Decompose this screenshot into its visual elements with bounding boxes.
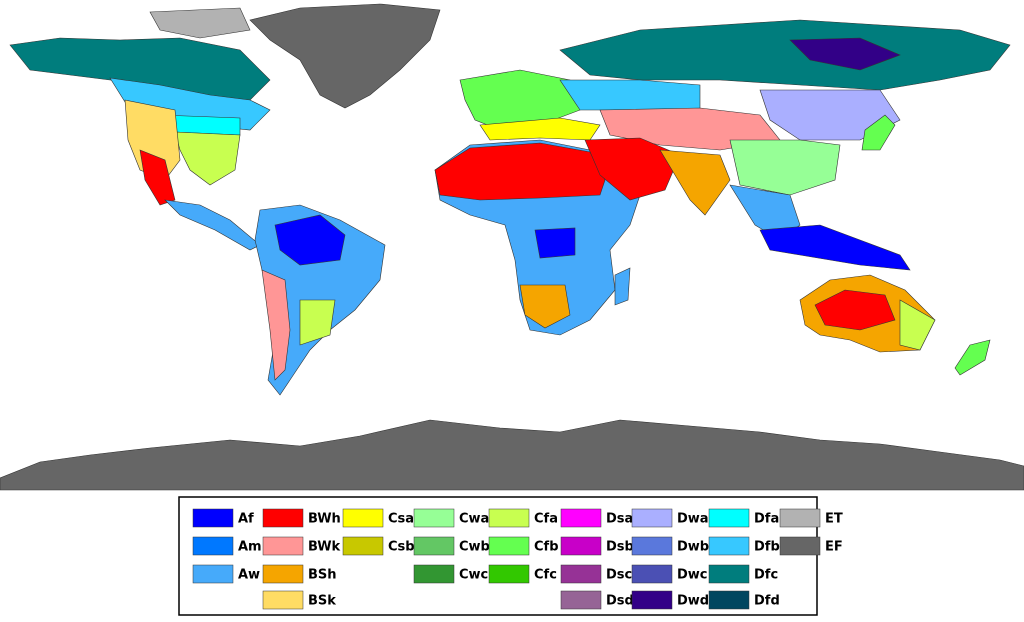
legend-swatch [631, 590, 673, 610]
eurasia-north [559, 19, 1011, 91]
kalahari [519, 284, 571, 329]
legend-label: Am [238, 540, 262, 555]
legend-swatch [192, 564, 234, 584]
australia-east [899, 299, 936, 351]
north-america-us [174, 131, 241, 186]
legend-swatch [631, 508, 673, 528]
world-map [0, 3, 1024, 491]
legend-label: Cfb [534, 540, 559, 555]
legend-label: BSh [308, 568, 337, 583]
legend-swatch [413, 508, 455, 528]
new-zealand [954, 339, 991, 376]
greenland [249, 3, 441, 109]
legend-label: ET [825, 512, 843, 527]
legend-swatch [560, 564, 602, 584]
legend-swatch [342, 536, 384, 556]
madagascar [614, 267, 631, 306]
pampas [299, 299, 336, 346]
central-america [164, 199, 261, 251]
east-asia [759, 89, 901, 141]
legend-swatch [192, 508, 234, 528]
legend-swatch [708, 590, 750, 610]
australia-desert [814, 289, 896, 331]
antarctica [0, 419, 1024, 491]
legend-label: Dwa [677, 512, 709, 527]
legend-swatch [779, 508, 821, 528]
legend-label: Cwc [459, 568, 488, 583]
china [729, 139, 841, 196]
legend-swatch [488, 508, 530, 528]
indonesia [759, 224, 911, 271]
andes-dry [261, 269, 291, 381]
amazon [274, 214, 346, 266]
legend-swatch [262, 590, 304, 610]
legend-swatch [708, 508, 750, 528]
congo [534, 227, 576, 259]
legend-swatch [413, 536, 455, 556]
siberia-extreme [789, 37, 901, 71]
legend-label: Dfc [754, 568, 778, 583]
legend-label: EF [825, 540, 843, 555]
legend-label: BWk [308, 540, 341, 555]
legend-label: Dfb [754, 540, 780, 555]
india [659, 149, 731, 216]
legend-label: Dwb [677, 540, 709, 555]
legend-label: BWh [308, 512, 341, 527]
europe-east [559, 79, 701, 111]
legend-label: Dsc [606, 568, 632, 583]
legend-swatch [560, 508, 602, 528]
legend-swatch [262, 536, 304, 556]
legend-label: Dsb [606, 540, 634, 555]
legend-label: Af [238, 512, 254, 527]
legend-swatch [192, 536, 234, 556]
sahara [434, 142, 606, 201]
legend-swatch [342, 508, 384, 528]
legend-swatch [708, 564, 750, 584]
legend-swatch [262, 508, 304, 528]
legend-swatch [631, 536, 673, 556]
legend-swatch [779, 536, 821, 556]
arctic-islands [149, 7, 251, 39]
legend-label: BSk [308, 594, 336, 609]
legend-label: Cwa [459, 512, 489, 527]
legend-swatch [560, 536, 602, 556]
arabia [584, 137, 681, 201]
legend-swatch [560, 590, 602, 610]
legend-label: Dsd [606, 594, 634, 609]
legend-swatch [488, 536, 530, 556]
legend-label: Cfa [534, 512, 558, 527]
legend-label: Dfa [754, 512, 779, 527]
legend-label: Dwd [677, 594, 709, 609]
legend: Af Am Aw BWh BWk BSh BSk Csa Csb Cwa Cwb Cwc Cfa Cfb C… [192, 508, 843, 610]
japan [861, 114, 896, 151]
legend-label: Csb [388, 540, 415, 555]
legend-swatch [708, 536, 750, 556]
legend-label: Dwc [677, 568, 708, 583]
legend-swatch [631, 564, 673, 584]
legend-label: Dsa [606, 512, 633, 527]
legend-label: Cfc [534, 568, 557, 583]
legend-swatch [413, 564, 455, 584]
legend-label: Csa [388, 512, 414, 527]
legend-swatch [262, 564, 304, 584]
legend-label: Cwb [459, 540, 490, 555]
legend-swatch [488, 564, 530, 584]
legend-label: Dfd [754, 594, 780, 609]
legend-label: Aw [238, 568, 260, 583]
